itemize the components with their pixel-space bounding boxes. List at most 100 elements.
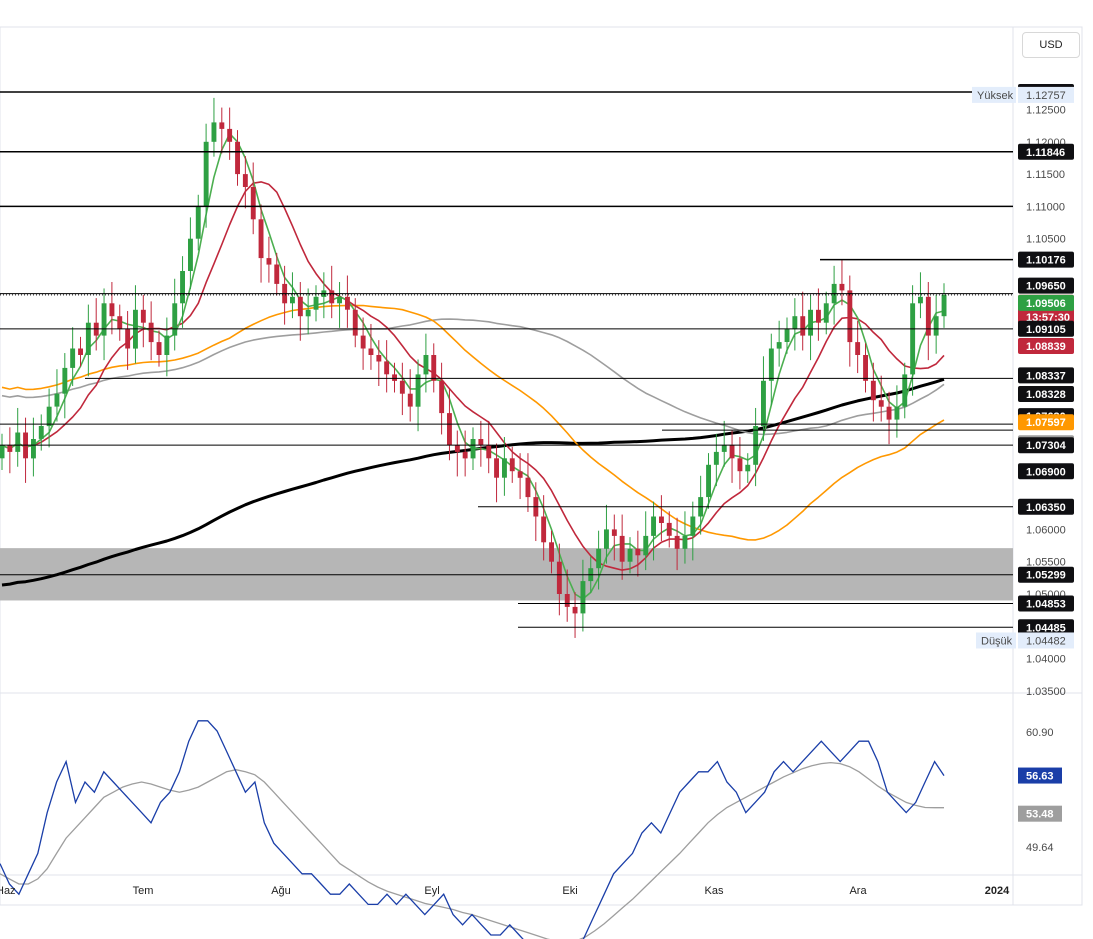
candle-body bbox=[682, 535, 688, 549]
rsi-line bbox=[0, 720, 945, 939]
candle-body bbox=[462, 451, 468, 459]
candle-body bbox=[407, 393, 413, 407]
price-tick-label: 1.04000 bbox=[1026, 654, 1066, 666]
candle-body bbox=[611, 529, 617, 536]
candle-body bbox=[368, 348, 374, 355]
time-axis-label: Haz bbox=[0, 885, 16, 897]
candle-body bbox=[823, 303, 829, 323]
time-axis: Haz Tem Ağu Eyl Eki Kas Ara 2024 bbox=[0, 885, 1010, 897]
level-badge bbox=[1018, 619, 1074, 636]
candle-body bbox=[384, 361, 390, 375]
price-axis: 1.125001.120001.115001.110001.105001.060… bbox=[972, 84, 1074, 698]
candle-body bbox=[556, 561, 562, 594]
level-badge-label: 1.10176 bbox=[1026, 255, 1066, 267]
candle-body bbox=[352, 309, 358, 336]
candle-body bbox=[517, 471, 523, 478]
level-badge bbox=[1018, 566, 1074, 583]
price-tick-label: 1.03500 bbox=[1026, 686, 1066, 698]
candle-body bbox=[902, 374, 908, 407]
candle-body bbox=[431, 355, 437, 381]
candle-body bbox=[54, 393, 60, 407]
candle-body bbox=[305, 309, 311, 317]
chart-background bbox=[0, 26, 1083, 906]
candle-body bbox=[878, 400, 884, 407]
candle-body bbox=[721, 445, 727, 452]
candle-body bbox=[910, 303, 916, 375]
level-badge-label: 1.09650 bbox=[1026, 281, 1066, 293]
candle-body bbox=[470, 439, 476, 459]
price-tick-label: 1.11500 bbox=[1026, 169, 1065, 181]
candle-body bbox=[329, 290, 335, 304]
candle-body bbox=[109, 303, 115, 317]
candle-body bbox=[494, 458, 499, 478]
time-axis-label: Ara bbox=[849, 885, 867, 897]
level-badge-label: 1.07597 bbox=[1026, 417, 1066, 429]
level-badge-label: 1.05299 bbox=[1026, 570, 1066, 582]
candle-body bbox=[258, 219, 264, 259]
level-badge-label: 1.11846 bbox=[1026, 147, 1065, 159]
price-tick-label: 1.11000 bbox=[1026, 201, 1065, 213]
candle-body bbox=[745, 464, 751, 472]
candle-body bbox=[619, 535, 625, 562]
price-tick-label: 1.10500 bbox=[1026, 234, 1066, 246]
low-tag bbox=[976, 632, 1016, 649]
candle-body bbox=[792, 316, 798, 330]
low-tag-label: Düşük bbox=[981, 635, 1013, 647]
candle-body bbox=[525, 477, 531, 498]
candle-body bbox=[360, 335, 366, 349]
candle-body bbox=[784, 329, 790, 342]
price-tick-label: 1.06000 bbox=[1026, 524, 1066, 536]
rsi-tick-label: 49.64 bbox=[1026, 842, 1054, 854]
horizontal-levels bbox=[0, 91, 1013, 628]
candle-body bbox=[706, 464, 711, 498]
level-badge-label: 1.08337 bbox=[1026, 370, 1066, 382]
candle-body bbox=[674, 535, 680, 549]
candle-body bbox=[713, 451, 719, 465]
level-badge-label: 1.04853 bbox=[1026, 599, 1066, 611]
level-badge bbox=[1018, 367, 1074, 384]
candle-body bbox=[502, 458, 507, 478]
candle-body bbox=[423, 355, 429, 375]
candle-body bbox=[564, 594, 570, 607]
candle-body bbox=[148, 322, 154, 343]
currency-button[interactable]: USD bbox=[1022, 32, 1080, 58]
candle-body bbox=[0, 445, 5, 459]
candle-body bbox=[345, 296, 350, 310]
time-axis-label: Eki bbox=[562, 885, 577, 897]
candle-body bbox=[46, 406, 52, 427]
candle-body bbox=[643, 535, 649, 556]
candle-body bbox=[101, 303, 107, 336]
candle-body bbox=[62, 367, 68, 394]
candle-body bbox=[78, 348, 83, 355]
candle-body bbox=[863, 355, 868, 381]
candle-body bbox=[235, 141, 240, 175]
candle-body bbox=[776, 342, 782, 349]
level-badge-label: 1.08328 bbox=[1026, 389, 1066, 401]
level-badge bbox=[1018, 277, 1074, 294]
main-chart-frame bbox=[0, 26, 1083, 906]
candle-body bbox=[454, 445, 460, 452]
candle-body bbox=[847, 290, 853, 343]
candle-body bbox=[690, 516, 696, 536]
candle-body bbox=[15, 432, 21, 452]
rsi-badge-label: 56.63 bbox=[1026, 771, 1054, 783]
price-tick-label: 1.12500 bbox=[1026, 105, 1066, 117]
candle-body bbox=[242, 174, 248, 187]
candle-body bbox=[203, 141, 209, 207]
candle-body bbox=[549, 542, 554, 562]
level-badge bbox=[1018, 498, 1074, 515]
high-value-tag bbox=[1018, 86, 1074, 103]
candle-body bbox=[376, 355, 382, 362]
time-axis-label: Tem bbox=[133, 885, 154, 897]
candle-body bbox=[140, 309, 146, 323]
candle-body bbox=[439, 380, 445, 414]
level-badge-label: 1.06350 bbox=[1026, 502, 1066, 514]
candle-body bbox=[486, 445, 492, 459]
candle-body bbox=[541, 516, 547, 543]
rsi-ma-badge bbox=[1018, 805, 1062, 822]
candle-body bbox=[266, 258, 272, 265]
candle-body bbox=[659, 516, 664, 523]
candle-body bbox=[297, 296, 303, 317]
candle-body bbox=[337, 296, 342, 304]
